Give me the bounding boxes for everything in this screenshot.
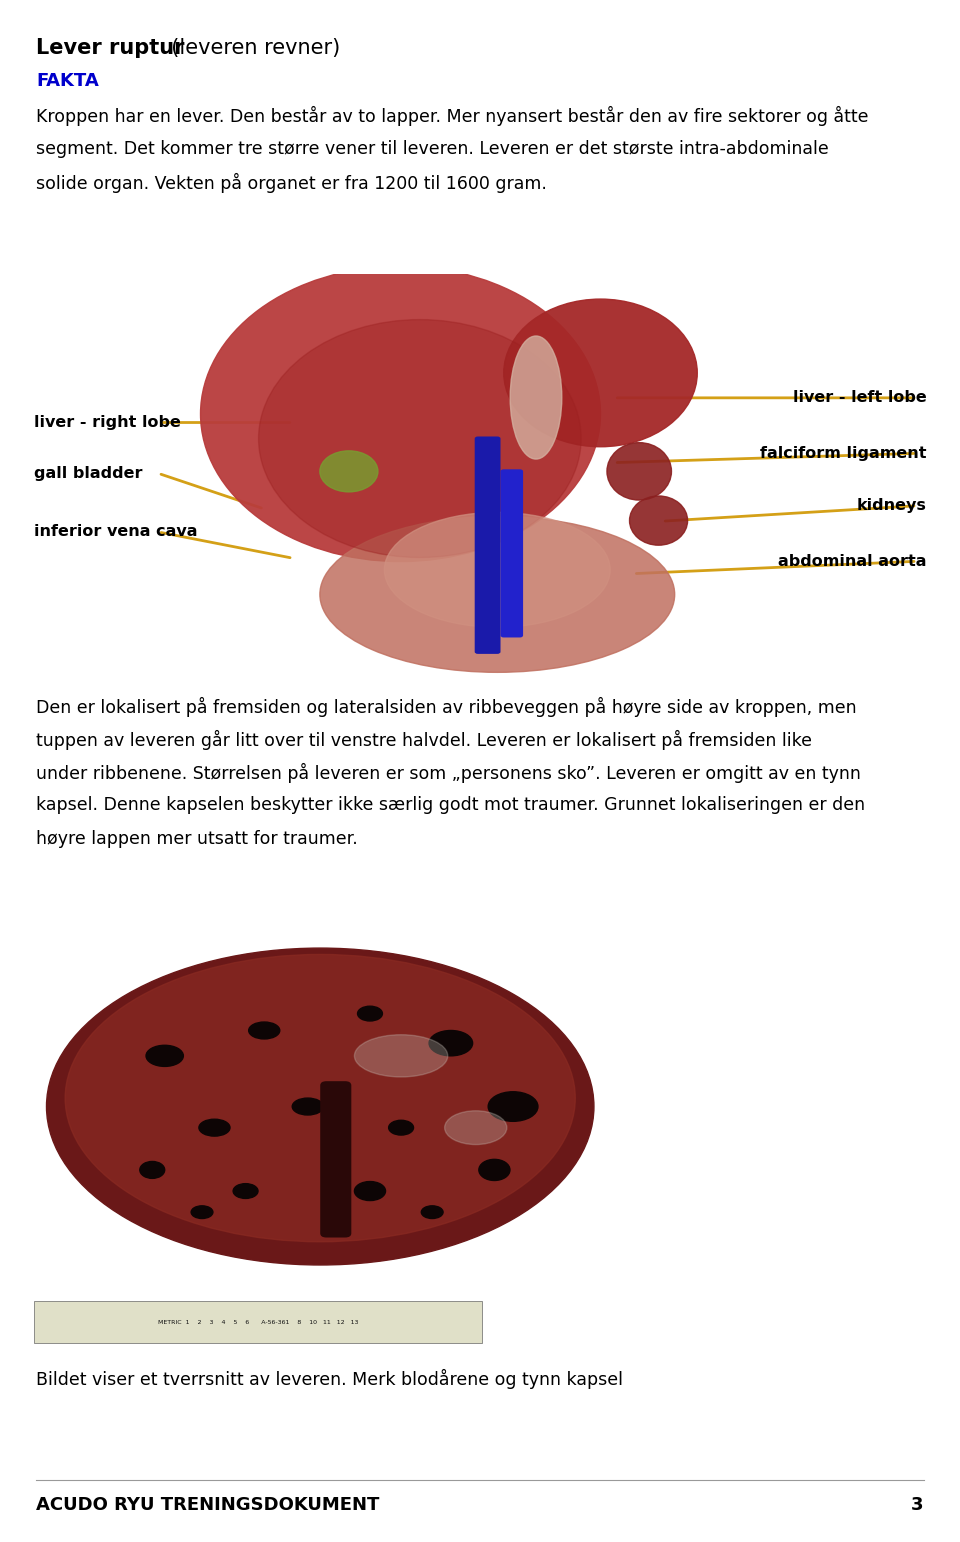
- Ellipse shape: [354, 1035, 447, 1076]
- Ellipse shape: [607, 443, 671, 500]
- Ellipse shape: [146, 1045, 183, 1067]
- Text: Kroppen har en lever. Den består av to lapper. Mer nyansert består den av fire s: Kroppen har en lever. Den består av to l…: [36, 106, 869, 126]
- Ellipse shape: [357, 1007, 382, 1021]
- Bar: [34, 1301, 482, 1343]
- Ellipse shape: [429, 1030, 472, 1056]
- Text: tuppen av leveren går litt over til venstre halvdel. Leveren er lokalisert på fr: tuppen av leveren går litt over til vens…: [36, 729, 812, 751]
- Text: solide organ. Vekten på organet er fra 1200 til 1600 gram.: solide organ. Vekten på organet er fra 1…: [36, 173, 547, 193]
- Ellipse shape: [65, 954, 575, 1241]
- Text: segment. Det kommer tre større vener til leveren. Leveren er det største intra-a: segment. Det kommer tre større vener til…: [36, 140, 829, 157]
- Text: kapsel. Denne kapselen beskytter ikke særlig godt mot traumer. Grunnet lokaliser: kapsel. Denne kapselen beskytter ikke sæ…: [36, 796, 866, 814]
- Text: kidneys: kidneys: [856, 498, 926, 513]
- Ellipse shape: [510, 336, 562, 460]
- FancyBboxPatch shape: [500, 469, 523, 637]
- Text: falciform ligament: falciform ligament: [760, 446, 926, 461]
- Ellipse shape: [479, 1160, 510, 1181]
- Ellipse shape: [489, 1092, 538, 1121]
- FancyBboxPatch shape: [474, 436, 500, 654]
- Ellipse shape: [191, 1206, 213, 1218]
- Ellipse shape: [504, 299, 697, 447]
- Ellipse shape: [292, 1098, 324, 1115]
- Text: abdominal aorta: abdominal aorta: [778, 554, 926, 569]
- Text: Lever ruptur: Lever ruptur: [36, 39, 185, 57]
- Text: ACUDO RYU TRENINGSDOKUMENT: ACUDO RYU TRENINGSDOKUMENT: [36, 1496, 380, 1514]
- FancyBboxPatch shape: [321, 1081, 351, 1238]
- Text: FAKTA: FAKTA: [36, 72, 99, 91]
- Ellipse shape: [249, 1022, 279, 1039]
- Text: METRIC  1    2    3    4    5    6      A-56-361    8    10   11   12   13: METRIC 1 2 3 4 5 6 A-56-361 8 10 11 12 1…: [157, 1320, 358, 1325]
- Text: Bildet viser et tverrsnitt av leveren. Merk blodårene og tynn kapsel: Bildet viser et tverrsnitt av leveren. M…: [36, 1369, 623, 1389]
- Ellipse shape: [389, 1121, 414, 1135]
- Ellipse shape: [630, 497, 687, 546]
- Ellipse shape: [384, 512, 611, 628]
- Ellipse shape: [258, 319, 581, 558]
- Text: liver - right lobe: liver - right lobe: [34, 415, 180, 430]
- Ellipse shape: [444, 1110, 507, 1144]
- Ellipse shape: [354, 1181, 386, 1201]
- Ellipse shape: [421, 1206, 444, 1218]
- Ellipse shape: [320, 517, 675, 672]
- Ellipse shape: [201, 267, 601, 561]
- Text: 3: 3: [911, 1496, 924, 1514]
- Ellipse shape: [140, 1161, 165, 1178]
- Ellipse shape: [320, 450, 378, 492]
- Text: Den er lokalisert på fremsiden og lateralsiden av ribbeveggen på høyre side av k: Den er lokalisert på fremsiden og latera…: [36, 697, 857, 717]
- Text: liver - left lobe: liver - left lobe: [793, 390, 926, 406]
- Text: (leveren revner): (leveren revner): [158, 39, 341, 57]
- Text: inferior vena cava: inferior vena cava: [34, 524, 197, 540]
- Ellipse shape: [199, 1119, 230, 1136]
- Text: gall bladder: gall bladder: [34, 466, 142, 481]
- Ellipse shape: [46, 948, 594, 1264]
- Text: høyre lappen mer utsatt for traumer.: høyre lappen mer utsatt for traumer.: [36, 830, 358, 848]
- Ellipse shape: [233, 1184, 258, 1198]
- Text: under ribbenene. Størrelsen på leveren er som „personens sko”. Leveren er omgitt: under ribbenene. Størrelsen på leveren e…: [36, 763, 861, 783]
